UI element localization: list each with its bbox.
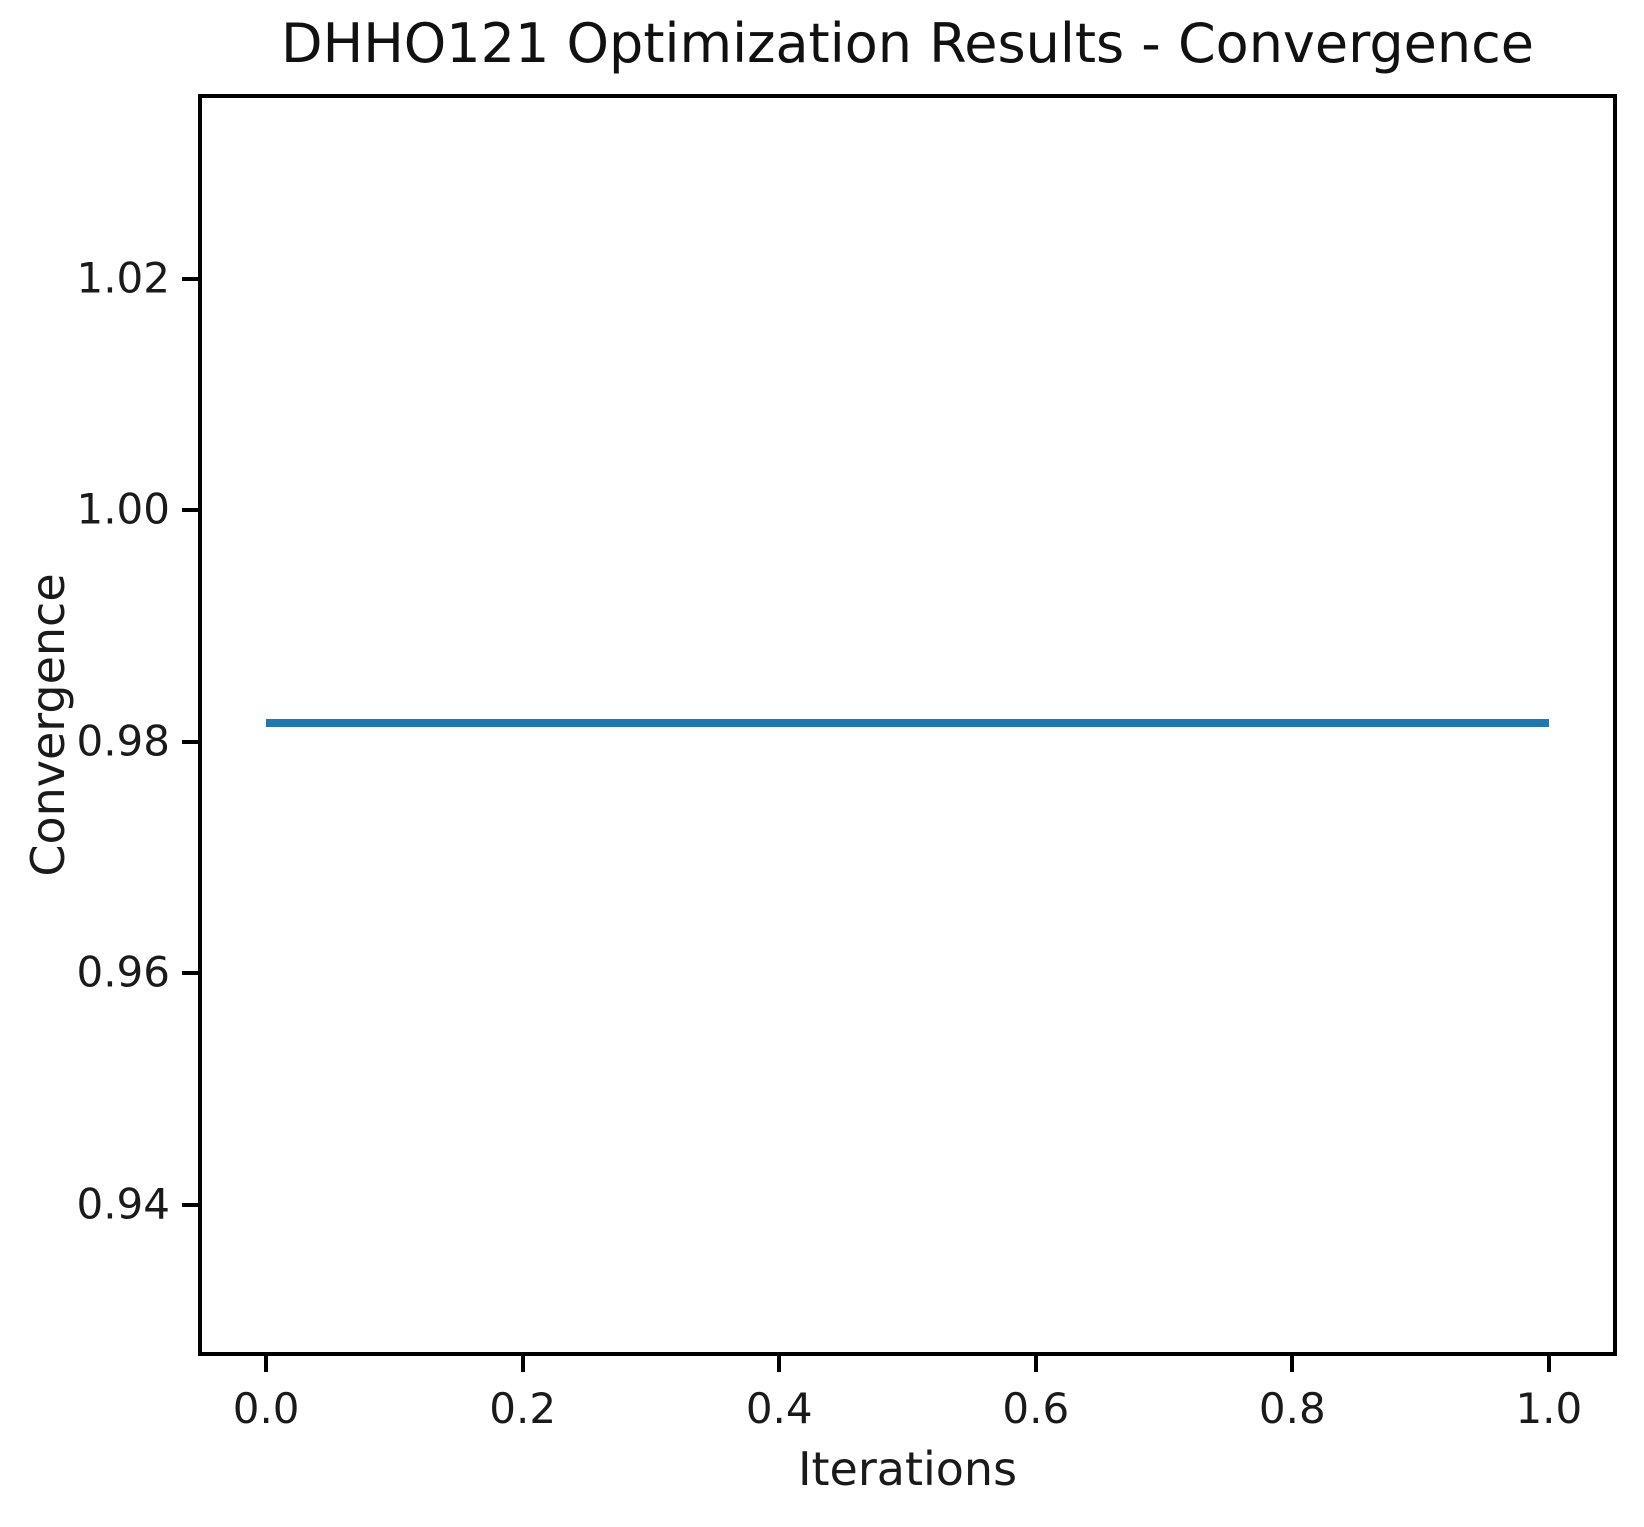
x-tick <box>1033 1356 1038 1372</box>
x-axis-label: Iterations <box>797 1442 1018 1496</box>
x-tick <box>1546 1356 1551 1372</box>
x-tick-label: 0.4 <box>745 1384 813 1433</box>
y-tick <box>182 971 198 976</box>
x-tick-label: 0.2 <box>489 1384 557 1433</box>
y-tick-label: 1.00 <box>76 484 170 534</box>
y-tick <box>182 739 198 744</box>
x-tick-label: 0.0 <box>232 1384 300 1433</box>
y-tick <box>182 276 198 281</box>
x-tick-label: 0.6 <box>1002 1384 1070 1433</box>
x-tick <box>777 1356 782 1372</box>
y-axis-label: Convergence <box>21 573 75 877</box>
y-tick-label: 0.94 <box>76 1179 170 1229</box>
chart-title: DHHO121 Optimization Results - Convergen… <box>281 12 1534 75</box>
y-tick-label: 0.96 <box>76 947 170 997</box>
convergence-line <box>266 719 1549 728</box>
y-tick <box>182 508 198 513</box>
x-tick-label: 1.0 <box>1515 1384 1583 1433</box>
x-tick <box>1290 1356 1295 1372</box>
y-tick-label: 1.02 <box>76 253 170 303</box>
x-tick <box>520 1356 525 1372</box>
x-tick <box>264 1356 269 1372</box>
y-tick-label: 0.98 <box>76 716 170 766</box>
y-tick <box>182 1202 198 1207</box>
x-tick-label: 0.8 <box>1258 1384 1326 1433</box>
